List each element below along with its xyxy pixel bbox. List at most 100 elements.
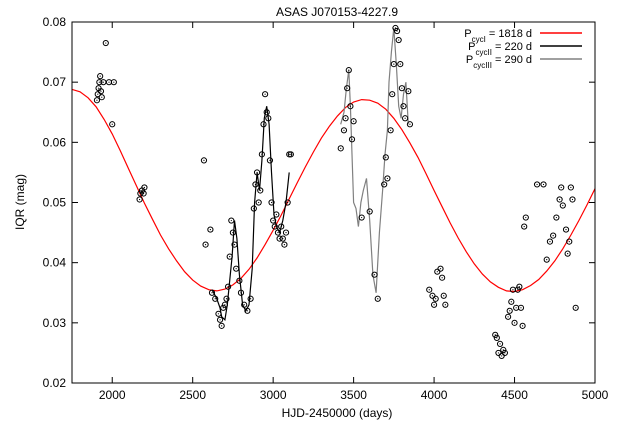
- data-point: [257, 187, 264, 194]
- data-point: [140, 190, 147, 197]
- y-tick-label: 0.07: [43, 75, 67, 89]
- data-point: [141, 184, 148, 191]
- x-axis: 2000 2500 3000 3500 4000 4500 5000: [99, 22, 609, 402]
- legend-entry: PcycI = 1818 d: [464, 28, 582, 44]
- data-point: [244, 307, 251, 314]
- data-point: [495, 349, 502, 357]
- data-point: [540, 181, 547, 188]
- data-point: [221, 301, 228, 308]
- data-point: [553, 214, 560, 221]
- data-point: [273, 211, 280, 218]
- plot-frame: [71, 21, 596, 384]
- data-point: [498, 352, 505, 360]
- data-point: [496, 340, 504, 347]
- data-point: [508, 298, 515, 305]
- y-tick-label: 0.05: [43, 196, 67, 210]
- data-point: [344, 85, 351, 92]
- data-point: [274, 229, 282, 236]
- data-point: [207, 226, 214, 233]
- data-point: [212, 295, 219, 302]
- data-point: [429, 292, 436, 299]
- x-tick-label: 3500: [340, 388, 367, 402]
- data-point: [501, 349, 508, 357]
- data-point: [241, 301, 248, 308]
- data-point: [287, 151, 294, 158]
- legend-label: PcycII = 220 d: [468, 41, 532, 57]
- x-tick-label: 4500: [501, 388, 528, 402]
- data-point: [253, 169, 261, 176]
- data-point: [97, 73, 104, 80]
- data-point: [224, 283, 232, 290]
- x-tick-label: 5000: [582, 388, 609, 402]
- data-point: [543, 256, 550, 263]
- data-point: [572, 304, 579, 311]
- data-point: [358, 214, 365, 221]
- data-point: [231, 241, 238, 248]
- data-point: [136, 196, 143, 203]
- data-point: [506, 307, 513, 314]
- data-point: [247, 295, 254, 302]
- data-point: [202, 241, 209, 248]
- data-point: [517, 304, 525, 311]
- series-line: [211, 106, 290, 322]
- data-point: [559, 202, 566, 209]
- data-point: [342, 115, 349, 122]
- data-point: [96, 79, 103, 86]
- data-point: [262, 91, 269, 98]
- data-point: [260, 121, 267, 128]
- data-point: [271, 223, 278, 230]
- data-point: [268, 199, 275, 206]
- data-point: [228, 217, 235, 224]
- data-point: [345, 67, 352, 74]
- data-point: [102, 39, 109, 47]
- data-point: [374, 295, 381, 302]
- data-point: [340, 127, 348, 134]
- data-point: [516, 283, 523, 290]
- x-tick-label: 2000: [99, 388, 126, 402]
- data-point: [110, 79, 117, 86]
- data-point: [223, 295, 230, 302]
- data-point: [558, 184, 565, 191]
- data-point: [522, 214, 529, 221]
- x-tick-label: 3000: [260, 388, 287, 402]
- data-point: [282, 229, 290, 236]
- data-point: [382, 154, 389, 161]
- data-point: [546, 238, 554, 245]
- data-point: [426, 286, 433, 293]
- data-point: [347, 103, 354, 110]
- data-point: [432, 295, 439, 302]
- legend-entry: PcycIII = 290 d: [466, 54, 582, 70]
- data-point: [337, 145, 344, 152]
- data-point: [389, 91, 396, 98]
- data-point: [390, 61, 397, 68]
- x-axis-title: HJD-2450000 (days): [282, 406, 393, 420]
- data-point: [371, 271, 378, 278]
- data-point: [233, 265, 240, 272]
- data-point: [93, 97, 101, 104]
- series-line: [340, 27, 409, 293]
- data-point: [226, 253, 233, 260]
- data-point: [350, 118, 357, 125]
- data-point: [398, 85, 405, 92]
- data-point: [284, 199, 291, 206]
- data-point: [566, 238, 573, 245]
- data-point: [200, 157, 208, 164]
- data-point: [255, 199, 262, 206]
- data-point: [519, 322, 526, 329]
- x-tick-label: 2500: [179, 388, 206, 402]
- data-point: [567, 184, 574, 191]
- data-point: [97, 88, 105, 95]
- data-point: [218, 322, 225, 329]
- legend-label: PcycIII = 290 d: [466, 54, 532, 70]
- data-point: [397, 61, 404, 68]
- data-point: [430, 301, 438, 308]
- data-point: [437, 265, 444, 272]
- x-tick-label: 4000: [421, 388, 448, 402]
- data-point: [237, 289, 245, 296]
- y-tick-label: 0.06: [43, 135, 67, 149]
- data-point: [406, 121, 414, 128]
- data-point: [533, 181, 541, 188]
- y-axis-title: IQR (mag): [13, 174, 27, 230]
